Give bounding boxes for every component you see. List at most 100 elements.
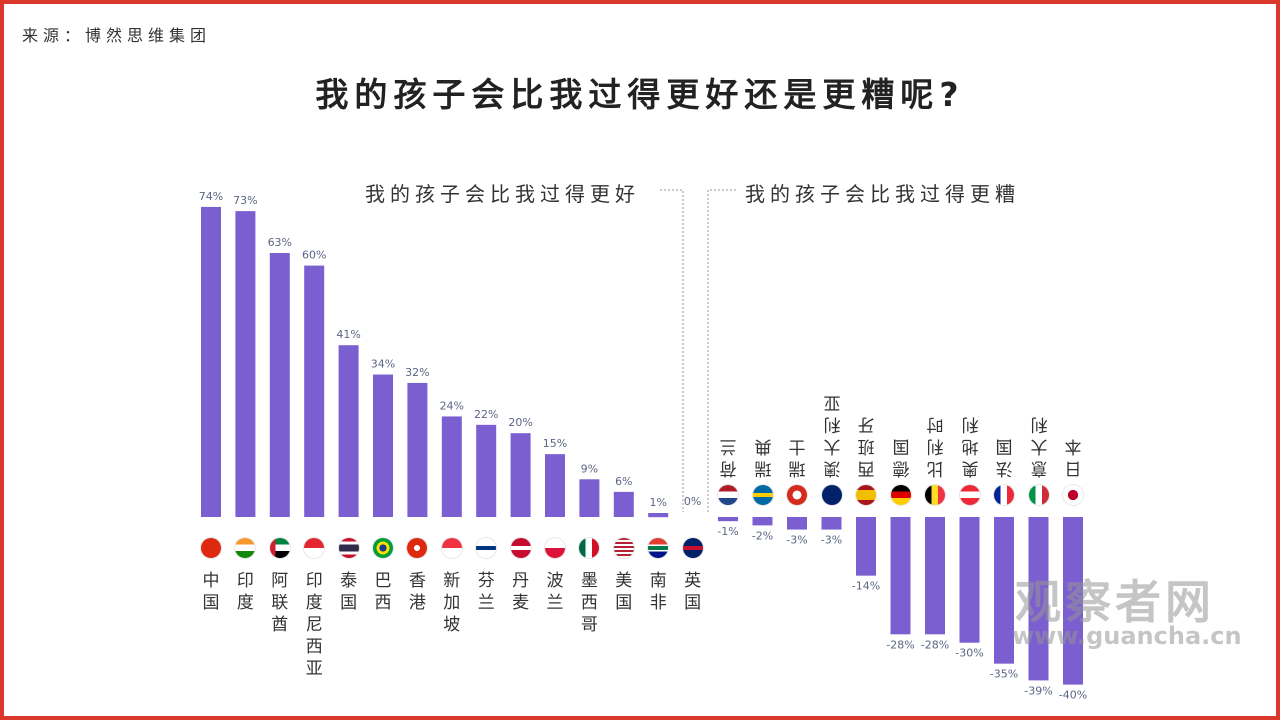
bar-jp xyxy=(1063,517,1083,685)
category-label: 新加坡 xyxy=(443,571,461,635)
value-label: 22% xyxy=(474,408,498,421)
divider-better xyxy=(660,189,684,512)
value-label: -1% xyxy=(717,525,738,538)
category-label: 波兰 xyxy=(546,571,564,613)
category-label: 瑞士 xyxy=(788,436,806,478)
category-label: 意大利 xyxy=(1030,414,1047,478)
bar-at xyxy=(959,517,980,643)
value-label: -14% xyxy=(852,580,880,593)
bar-pl xyxy=(545,454,565,517)
flag-icon-au xyxy=(821,485,842,505)
category-label: 日本 xyxy=(1064,436,1082,478)
flag-icon-gb xyxy=(682,538,703,558)
flag-icon-de xyxy=(890,485,911,505)
flag-icon-pl xyxy=(545,538,565,558)
category-label: 德国 xyxy=(892,436,909,478)
flag-icon-jp xyxy=(1063,485,1083,505)
value-label: 41% xyxy=(336,328,360,341)
value-label: -30% xyxy=(955,647,983,660)
bar-br xyxy=(373,374,393,517)
category-label: 奥地利 xyxy=(961,414,978,478)
bar-id xyxy=(304,265,325,517)
flag-icon-be xyxy=(925,485,945,505)
value-label: 15% xyxy=(543,437,567,450)
divider-worse xyxy=(707,189,736,512)
value-label: -2% xyxy=(752,529,773,542)
flag-icon-in xyxy=(235,538,256,558)
bar-it xyxy=(1028,517,1049,681)
source-note: 来源：博然思维集团 xyxy=(22,26,212,45)
flag-icon-fi xyxy=(476,538,497,558)
bar-cn xyxy=(201,206,221,517)
group-label-worse: 我的孩子会比我过得更糟 xyxy=(745,182,1020,206)
category-label: 西班牙 xyxy=(857,414,875,478)
value-label: 34% xyxy=(371,358,395,371)
bar-au xyxy=(821,517,842,530)
bar-sg xyxy=(441,416,462,517)
category-label: 巴西 xyxy=(374,571,392,613)
category-label: 墨西哥 xyxy=(580,571,598,635)
value-label: -3% xyxy=(821,534,842,547)
value-label: -35% xyxy=(990,668,1018,681)
value-label: 60% xyxy=(302,249,326,262)
flag-icon-fr xyxy=(994,485,1014,505)
bar-fi xyxy=(476,424,497,517)
bar-se xyxy=(752,517,773,526)
category-label: 比利时 xyxy=(926,414,944,478)
category-label: 瑞典 xyxy=(754,436,771,478)
category-label: 法国 xyxy=(995,436,1013,478)
category-label: 印度 xyxy=(236,571,254,613)
value-label: 1% xyxy=(649,496,666,509)
bar-th xyxy=(338,345,359,517)
value-label: 0% xyxy=(684,495,701,508)
watermark-url: www.guancha.cn xyxy=(1012,622,1242,650)
value-label: -39% xyxy=(1024,684,1052,697)
value-label: 20% xyxy=(508,416,532,429)
bar-za xyxy=(648,513,669,518)
flag-icon-dk xyxy=(510,538,531,558)
bar-ae xyxy=(269,253,290,517)
category-label: 泰国 xyxy=(340,571,358,613)
value-label: 9% xyxy=(581,462,598,475)
value-label: 6% xyxy=(615,475,632,488)
category-label: 南非 xyxy=(649,571,667,613)
flag-icon-ch xyxy=(787,485,807,505)
value-label: 73% xyxy=(233,194,257,207)
category-label: 丹麦 xyxy=(512,571,530,613)
flag-icon-hk xyxy=(407,538,428,558)
bar-hk xyxy=(407,382,428,517)
flag-icon-it xyxy=(1028,485,1049,505)
category-label: 美国 xyxy=(615,571,633,613)
flag-icon-us xyxy=(613,538,634,558)
category-label: 英国 xyxy=(684,571,702,613)
watermark-logo: 观察者网 xyxy=(1015,575,1215,629)
value-label: 74% xyxy=(199,190,223,203)
flag-icon-ae xyxy=(269,538,290,558)
bar-de xyxy=(890,517,911,635)
flag-icon-nl xyxy=(718,485,738,505)
category-label: 澳大利亚 xyxy=(823,392,840,478)
flag-icon-sg xyxy=(441,538,462,558)
category-label: 中国 xyxy=(202,571,220,613)
category-label: 芬兰 xyxy=(477,571,495,613)
flag-icon-se xyxy=(752,485,773,505)
value-label: -28% xyxy=(886,638,914,651)
bar-be xyxy=(925,517,945,635)
flag-icon-za xyxy=(648,538,669,558)
bar-mx xyxy=(579,479,600,517)
value-label: -40% xyxy=(1059,689,1087,702)
flag-icon-th xyxy=(338,538,359,558)
bar-es xyxy=(856,517,876,576)
flag-icon-br xyxy=(373,538,393,558)
bar-fr xyxy=(994,517,1014,664)
bar-us xyxy=(613,491,634,517)
bar-ch xyxy=(787,517,807,530)
bar-nl xyxy=(718,517,738,522)
value-label: 63% xyxy=(268,236,292,249)
bar-dk xyxy=(510,433,531,517)
value-label: 24% xyxy=(440,399,464,412)
category-label: 香港 xyxy=(408,571,426,613)
value-label: -28% xyxy=(921,638,949,651)
flag-icon-mx xyxy=(579,538,600,558)
